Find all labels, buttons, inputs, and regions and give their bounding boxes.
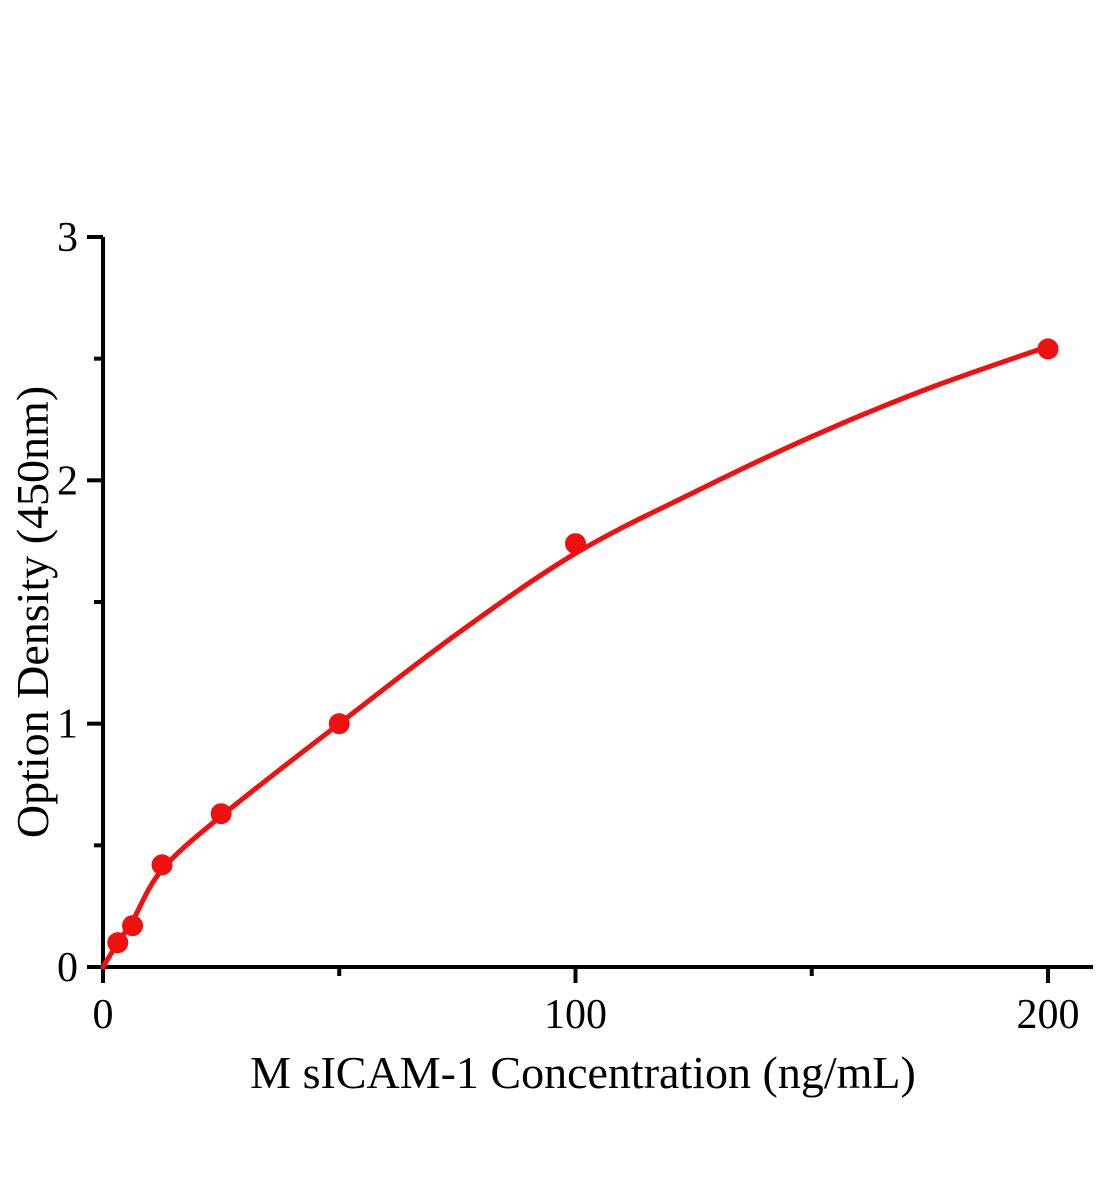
x-tick-label: 100: [544, 992, 607, 1038]
y-tick-label: 1: [57, 702, 78, 748]
data-point: [107, 932, 129, 954]
y-tick-label: 3: [57, 215, 78, 261]
data-point: [1037, 338, 1059, 360]
y-axis-title: Option Density (450nm): [7, 385, 58, 839]
x-tick-label: 0: [93, 992, 114, 1038]
x-axis-title: M sICAM-1 Concentration (ng/mL): [250, 1047, 916, 1098]
data-point: [565, 533, 586, 555]
fit-curve: [100, 344, 1051, 970]
data-point: [151, 854, 173, 876]
y-tick-label: 2: [57, 458, 78, 504]
x-tick-label: 200: [1017, 992, 1080, 1038]
data-point: [122, 915, 144, 937]
data-point: [210, 803, 232, 825]
y-tick-label: 0: [57, 945, 78, 991]
data-point: [328, 713, 350, 735]
